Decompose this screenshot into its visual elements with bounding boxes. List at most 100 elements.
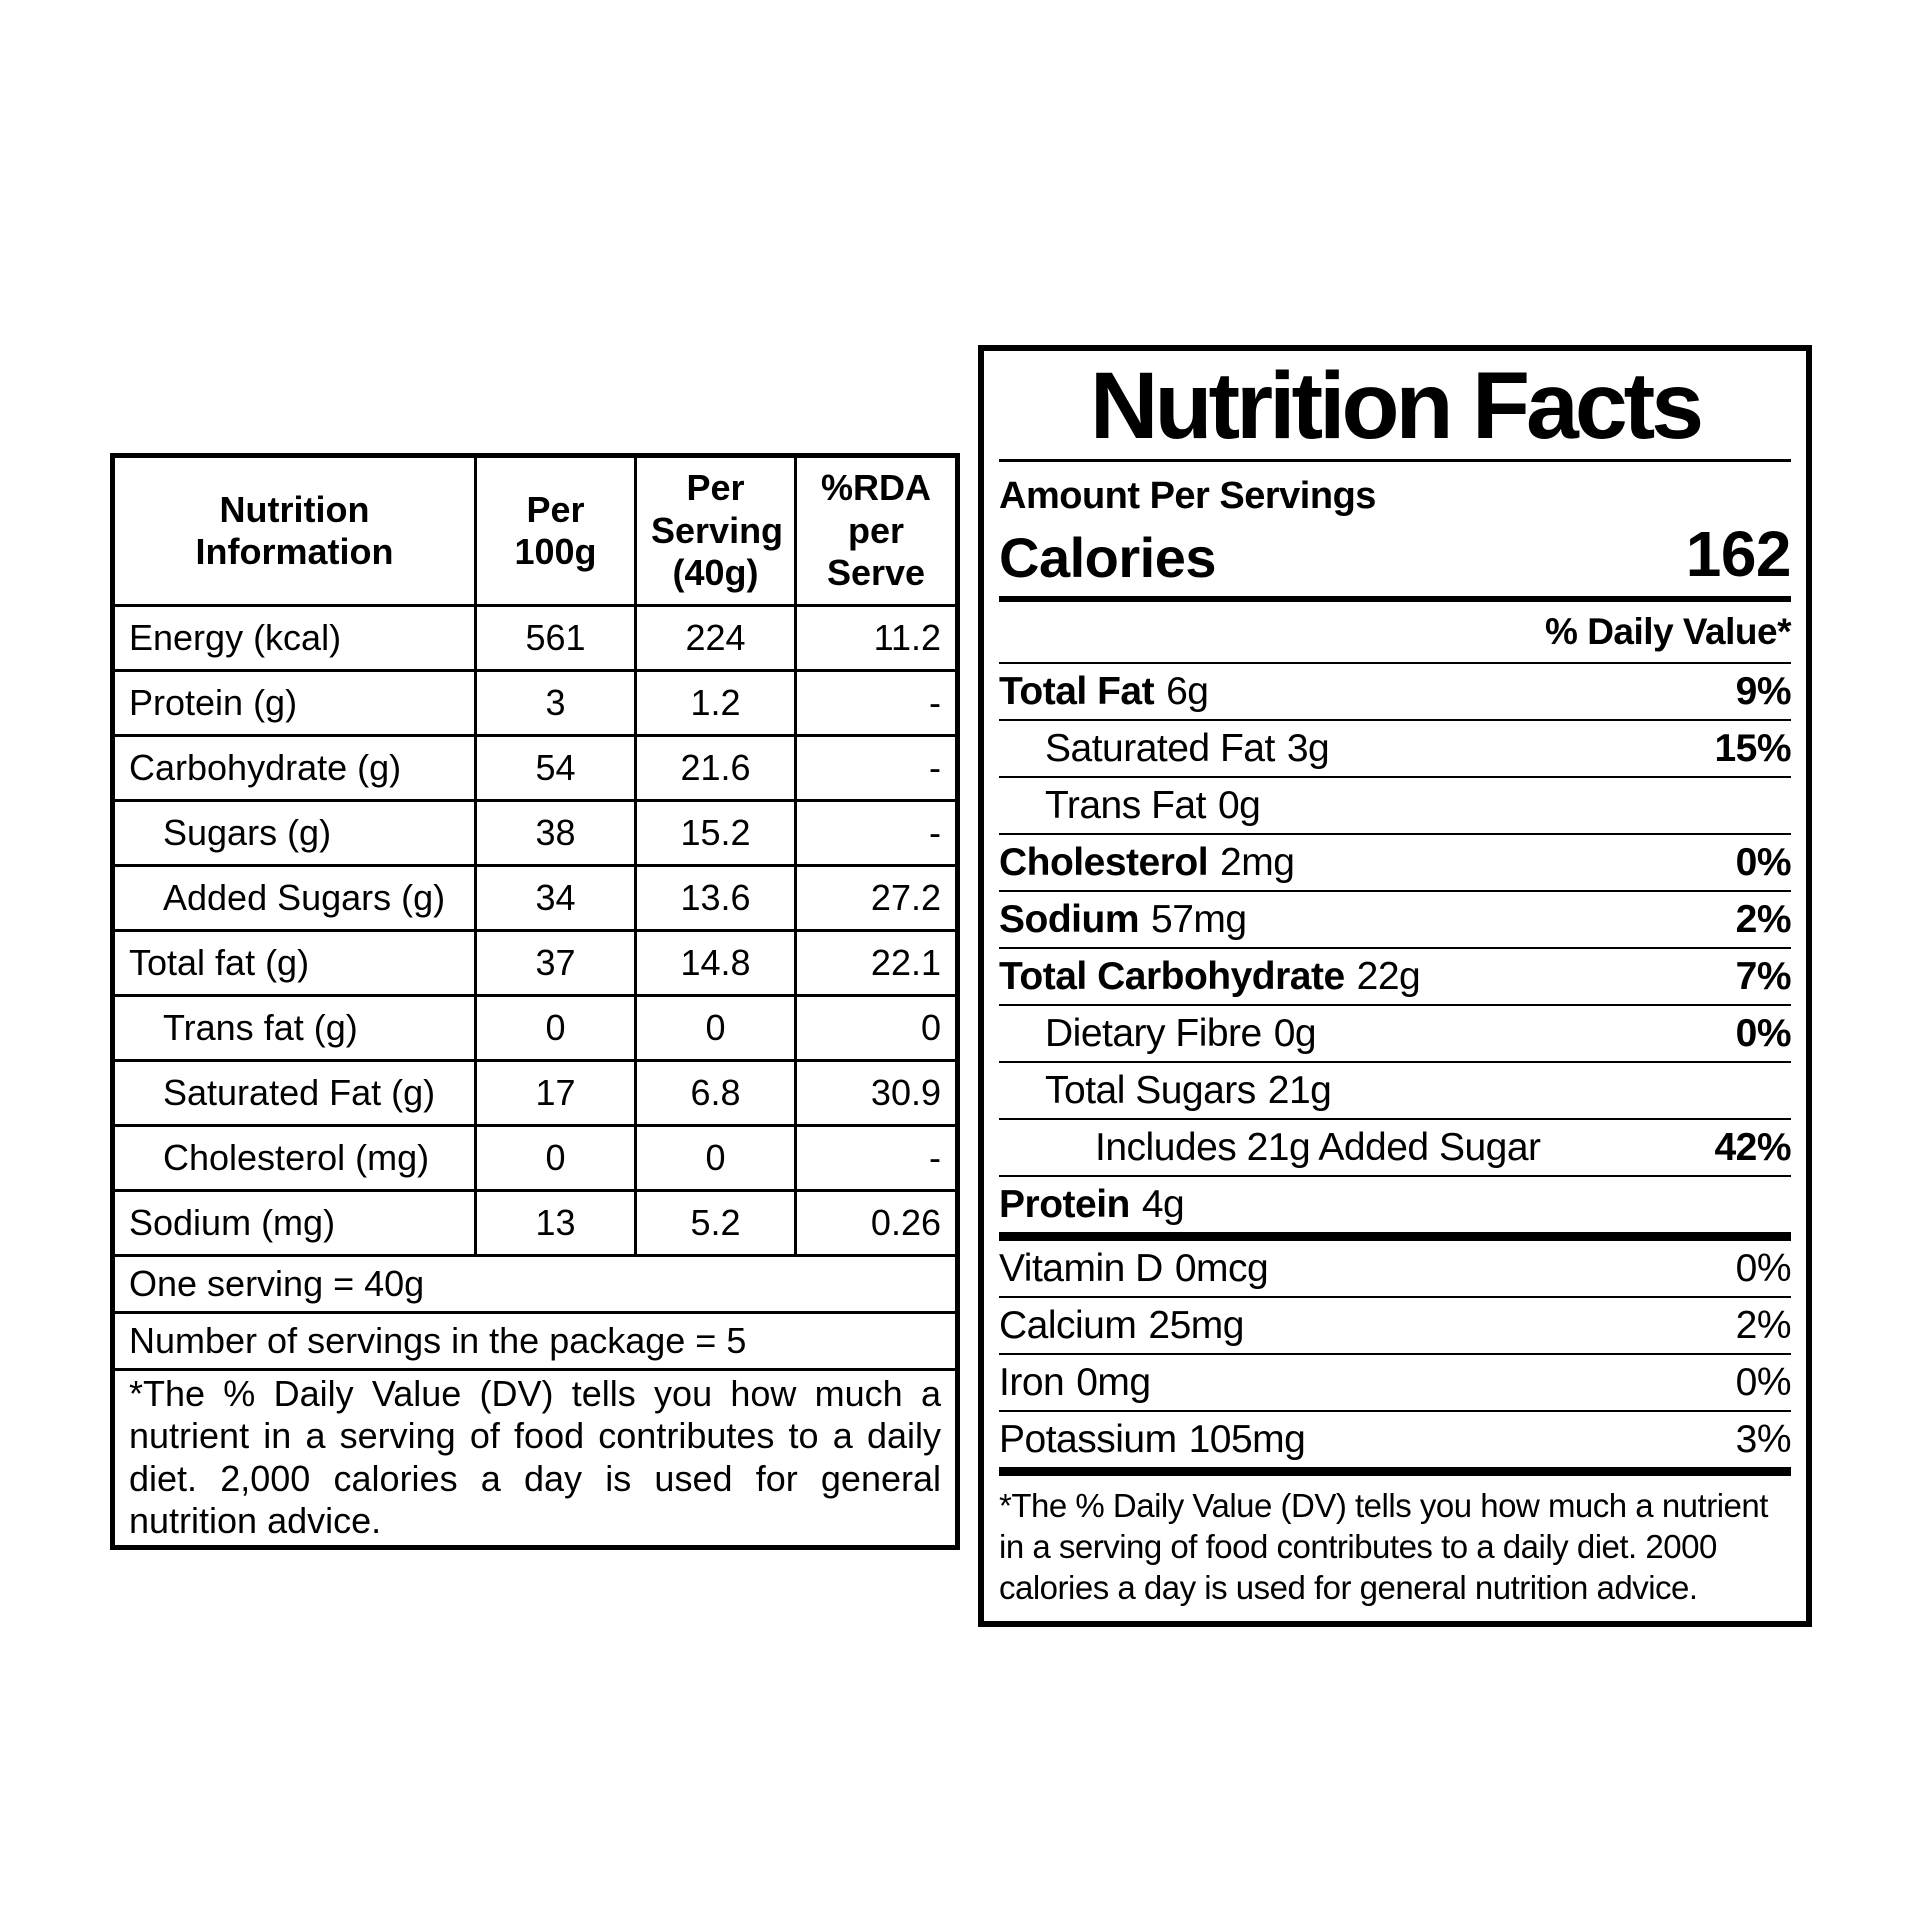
serving-size-row: One serving = 40g: [111, 1254, 959, 1314]
nutrient-percent: 3%: [1735, 1417, 1792, 1461]
nutrient-percent: 15%: [1714, 726, 1791, 770]
amount-per-servings-label: Amount Per Servings: [999, 475, 1376, 518]
title-divider: [999, 459, 1791, 463]
nutrient-amount: 0mcg: [1174, 1246, 1269, 1290]
cell-serving: 13.6: [634, 864, 797, 932]
vitamin-row-calcium: Calcium 25mg 2%: [999, 1296, 1792, 1353]
cell-serving: 14.8: [634, 929, 797, 997]
row-label: Trans fat (g): [111, 994, 477, 1062]
nutrient-name: Saturated Fat: [1045, 726, 1275, 770]
cell-serving: 5.2: [634, 1189, 797, 1257]
nutrient-percent: 2%: [1735, 897, 1792, 941]
cell-per100: 54: [474, 734, 637, 802]
nutrient-name: Protein: [999, 1182, 1130, 1226]
nutrient-amount: 0g: [1273, 1011, 1317, 1055]
nutrient-row-trans-fat: Trans Fat 0g: [999, 776, 1791, 833]
nutrient-rows: Total Fat 6g 9% Saturated Fat 3g 15% Trans…: [999, 664, 1792, 1232]
cell-per100: 13: [474, 1189, 637, 1257]
table-row: Energy (kcal) 561 224 11.2: [111, 604, 959, 672]
table-row: Added Sugars (g) 34 13.6 27.2: [111, 864, 959, 932]
nutrient-amount: 57mg: [1151, 897, 1247, 941]
row-label: Carbohydrate (g): [111, 734, 477, 802]
cell-serving: 224: [634, 604, 797, 672]
servings-count-row: Number of servings in the package = 5: [111, 1311, 959, 1371]
cell-rda: 11.2: [794, 604, 959, 672]
nutrient-amount: 0g: [1217, 783, 1261, 827]
cell-rda: 27.2: [794, 864, 959, 932]
nutrient-amount: 3g: [1286, 726, 1330, 770]
row-label: Sodium (mg): [111, 1189, 477, 1257]
cell-per100: 34: [474, 864, 637, 932]
daily-value-header: % Daily Value*: [1545, 611, 1791, 653]
nutrient-name: Total Fat: [999, 669, 1155, 713]
nutrient-percent: 0%: [1735, 1011, 1792, 1055]
table-row: Carbohydrate (g) 54 21.6 -: [111, 734, 959, 802]
vitamin-rows: Vitamin D 0mcg 0% Calcium 25mg 2% Iron 0mg …: [999, 1241, 1792, 1467]
cell-per100: 3: [474, 669, 637, 737]
vitamin-row-iron: Iron 0mg 0%: [999, 1353, 1792, 1410]
cell-per100: 17: [474, 1059, 637, 1127]
col-header-rda-per-serve: %RDA per Serve: [794, 454, 959, 607]
col-header-nutrition-information: Nutrition Information: [111, 454, 477, 607]
cell-serving: 6.8: [634, 1059, 797, 1127]
cell-rda: -: [794, 799, 959, 867]
nutrient-row-dietary-fibre: Dietary Fibre 0g 0%: [999, 1004, 1792, 1061]
nutrient-amount: 105mg: [1188, 1417, 1306, 1461]
col-header-per-serving: Per Serving (40g): [634, 454, 797, 607]
table-row: Cholesterol (mg) 0 0 -: [111, 1124, 959, 1192]
nutrient-name: Total Carbohydrate: [999, 954, 1345, 998]
row-label: Cholesterol (mg): [111, 1124, 477, 1192]
protein-divider: [999, 1232, 1791, 1242]
cell-serving: 1.2: [634, 669, 797, 737]
cell-serving: 0: [634, 1124, 797, 1192]
nutrient-percent: 7%: [1735, 954, 1792, 998]
table-row: Saturated Fat (g) 17 6.8 30.9: [111, 1059, 959, 1127]
nutrient-name: Total Sugars: [1045, 1068, 1256, 1112]
nutrient-name: Vitamin D: [999, 1246, 1163, 1290]
nutrient-percent: 0%: [1735, 840, 1792, 884]
row-label: Protein (g): [111, 669, 477, 737]
nutrient-name: Dietary Fibre: [1045, 1011, 1262, 1055]
cell-serving: 0: [634, 994, 797, 1062]
nutrient-name: Sodium: [999, 897, 1140, 941]
nutrient-amount: 2mg: [1220, 840, 1295, 884]
col-header-per-100g: Per 100g: [474, 454, 637, 607]
nutrition-facts-label: Nutrition Facts Amount Per Servings Calo…: [978, 345, 1812, 1627]
servings-count-note: Number of servings in the package = 5: [111, 1311, 959, 1371]
cell-rda: -: [794, 669, 959, 737]
nutrient-amount: 25mg: [1148, 1303, 1244, 1347]
nutrient-amount: 22g: [1356, 954, 1421, 998]
row-label: Total fat (g): [111, 929, 477, 997]
cell-rda: 0.26: [794, 1189, 959, 1257]
cell-per100: 38: [474, 799, 637, 867]
row-label: Saturated Fat (g): [111, 1059, 477, 1127]
table-row: Total fat (g) 37 14.8 22.1: [111, 929, 959, 997]
cell-rda: -: [794, 1124, 959, 1192]
nutrient-amount: 0mg: [1076, 1360, 1151, 1404]
nutrient-name: Trans Fat: [1045, 783, 1206, 827]
cell-per100: 561: [474, 604, 637, 672]
nutrient-name: Calcium: [999, 1303, 1137, 1347]
table-row: Sodium (mg) 13 5.2 0.26: [111, 1189, 959, 1257]
nutrient-amount: 6g: [1166, 669, 1209, 713]
nutrition-information-grid: Nutrition Information Per 100g Per Servi…: [110, 453, 960, 1550]
nutrient-amount: 21g: [1267, 1068, 1332, 1112]
nutrient-row-added-sugar: Includes 21g Added Sugar 42%: [999, 1118, 1791, 1175]
vitamins-divider: [999, 1467, 1791, 1477]
nutrient-row-sodium: Sodium 57mg 2%: [999, 890, 1792, 947]
nutrient-row-total-sugars: Total Sugars 21g: [999, 1061, 1791, 1118]
nutrition-information-table: Nutrition Information Per 100g Per Servi…: [110, 453, 960, 1550]
footnote-row: *The % Daily Value (DV) tells you how mu…: [111, 1368, 959, 1549]
calories-label: Calories: [999, 526, 1217, 590]
calories-value: 162: [1685, 518, 1792, 591]
nutrient-name: Potassium: [999, 1417, 1177, 1461]
calories-divider: [999, 596, 1791, 603]
cell-rda: -: [794, 734, 959, 802]
table-row: Protein (g) 3 1.2 -: [111, 669, 959, 737]
nutrient-name: Iron: [999, 1360, 1065, 1404]
vitamin-row-potassium: Potassium 105mg 3%: [999, 1410, 1792, 1467]
nutrient-percent: 0%: [1735, 1360, 1792, 1404]
nutrient-amount: 4g: [1141, 1182, 1185, 1226]
serving-size-note: One serving = 40g: [111, 1254, 959, 1314]
